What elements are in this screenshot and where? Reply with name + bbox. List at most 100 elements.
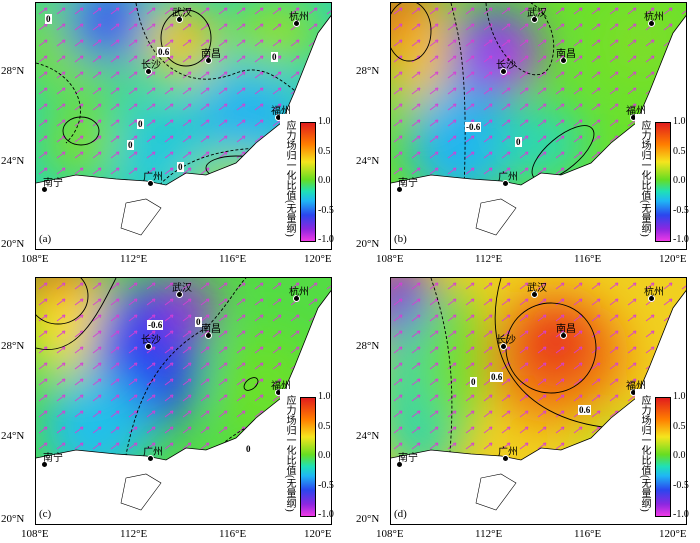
city-label: 长沙	[141, 60, 161, 71]
lon-tick-label: 116°E	[574, 528, 602, 540]
city-label: 武汉	[527, 283, 547, 294]
map-b-field	[391, 3, 686, 249]
contour-label: 0.6	[578, 405, 592, 415]
panel-label: (d)	[394, 508, 407, 520]
lat-tick-label: 28°N	[1, 65, 25, 77]
city-marker-icon	[147, 455, 154, 462]
contour-label: 0	[515, 137, 522, 147]
contour-label: 0	[245, 444, 252, 454]
city-marker-icon	[560, 57, 567, 64]
colorbar-tick-label: -0.5	[673, 479, 689, 491]
city-label: 长沙	[141, 335, 161, 346]
city-marker-icon	[145, 343, 152, 350]
city-label: 杭州	[644, 287, 664, 298]
contour-label: 0	[195, 317, 202, 327]
city-label: 南宁	[43, 178, 63, 189]
city-label: 福州	[271, 106, 291, 117]
colorbar-tick-label: 0.5	[673, 145, 686, 157]
lon-tick-label: 108°E	[376, 253, 404, 265]
city-label: 广州	[143, 172, 163, 183]
contour-label: 0	[127, 140, 134, 150]
lon-tick-label: 116°E	[219, 528, 247, 540]
city-label: 福州	[626, 106, 646, 117]
lat-tick-label: 28°N	[356, 65, 380, 77]
city-marker-icon	[147, 180, 154, 187]
city-marker-icon	[648, 20, 655, 27]
lon-tick-label: 116°E	[219, 253, 247, 265]
contour-label: -0.6	[465, 122, 482, 132]
lat-tick-label: 20°N	[1, 513, 25, 525]
lon-tick-label: 108°E	[21, 528, 49, 540]
lat-tick-label: 20°N	[1, 238, 25, 250]
colorbar-tick-label: 0.5	[318, 145, 331, 157]
colorbar-tick-label: 0.5	[318, 420, 331, 432]
map-c-field	[36, 278, 331, 524]
lon-tick-label: 112°E	[120, 253, 148, 265]
city-marker-icon	[531, 16, 538, 23]
colorbar	[655, 122, 671, 242]
lon-tick-label: 108°E	[376, 528, 404, 540]
colorbar	[300, 122, 316, 242]
city-marker-icon	[531, 291, 538, 298]
city-label: 南宁	[398, 178, 418, 189]
city-marker-icon	[205, 332, 212, 339]
colorbar-title: 应力场归一化比值(无量纲)	[639, 120, 650, 237]
colorbar	[300, 397, 316, 517]
city-label: 南昌	[556, 324, 576, 335]
city-marker-icon	[41, 186, 48, 193]
lat-tick-label: 20°N	[356, 238, 380, 250]
lat-tick-label: 24°N	[356, 155, 380, 167]
lat-tick-label: 20°N	[356, 513, 380, 525]
colorbar-tick-label: 1.0	[673, 116, 686, 127]
city-marker-icon	[648, 295, 655, 302]
colorbar-title: 应力场归一化比值(无量纲)	[639, 395, 650, 512]
city-label: 广州	[498, 172, 518, 183]
lat-tick-label: 24°N	[1, 430, 25, 442]
lat-tick-label: 24°N	[356, 430, 380, 442]
lon-tick-label: 120°E	[304, 253, 332, 265]
city-label: 武汉	[527, 8, 547, 19]
city-marker-icon	[500, 68, 507, 75]
colorbar-tick-label: -1.0	[673, 509, 689, 520]
city-marker-icon	[500, 343, 507, 350]
colorbar-tick-label: 0.0	[318, 175, 331, 186]
city-label: 南昌	[201, 49, 221, 60]
city-marker-icon	[560, 332, 567, 339]
city-label: 长沙	[496, 60, 516, 71]
colorbar-tick-label: 0.0	[673, 175, 686, 186]
colorbar-tick-label: 0.0	[673, 450, 686, 461]
lon-tick-label: 108°E	[21, 253, 49, 265]
lon-tick-label: 112°E	[475, 253, 503, 265]
city-label: 杭州	[289, 12, 309, 23]
city-label: 杭州	[289, 287, 309, 298]
city-marker-icon	[396, 461, 403, 468]
contour-label: 0	[45, 14, 52, 24]
lon-tick-label: 120°E	[659, 253, 687, 265]
city-marker-icon	[502, 180, 509, 187]
colorbar-title: 应力场归一化比值(无量纲)	[284, 395, 295, 512]
colorbar-tick-label: 0.5	[673, 420, 686, 432]
colorbar-tick-label: -0.5	[318, 479, 334, 491]
panel-label: (c)	[39, 508, 52, 520]
lon-tick-label: 120°E	[659, 528, 687, 540]
city-label: 武汉	[172, 283, 192, 294]
colorbar-tick-label: -1.0	[318, 509, 334, 520]
city-marker-icon	[176, 291, 183, 298]
lat-tick-label: 24°N	[1, 155, 25, 167]
city-marker-icon	[176, 16, 183, 23]
city-marker-icon	[205, 57, 212, 64]
lon-tick-label: 120°E	[304, 528, 332, 540]
colorbar-tick-label: -1.0	[318, 234, 334, 245]
city-marker-icon	[41, 461, 48, 468]
city-marker-icon	[293, 20, 300, 27]
city-label: 广州	[498, 447, 518, 458]
city-label: 广州	[143, 447, 163, 458]
city-marker-icon	[145, 68, 152, 75]
map-c	[35, 277, 332, 525]
city-label: 福州	[626, 381, 646, 392]
contour-label: 0	[177, 162, 184, 172]
city-label: 南昌	[201, 324, 221, 335]
city-label: 南昌	[556, 49, 576, 60]
lon-tick-label: 112°E	[120, 528, 148, 540]
contour-label: 0.6	[157, 47, 171, 57]
